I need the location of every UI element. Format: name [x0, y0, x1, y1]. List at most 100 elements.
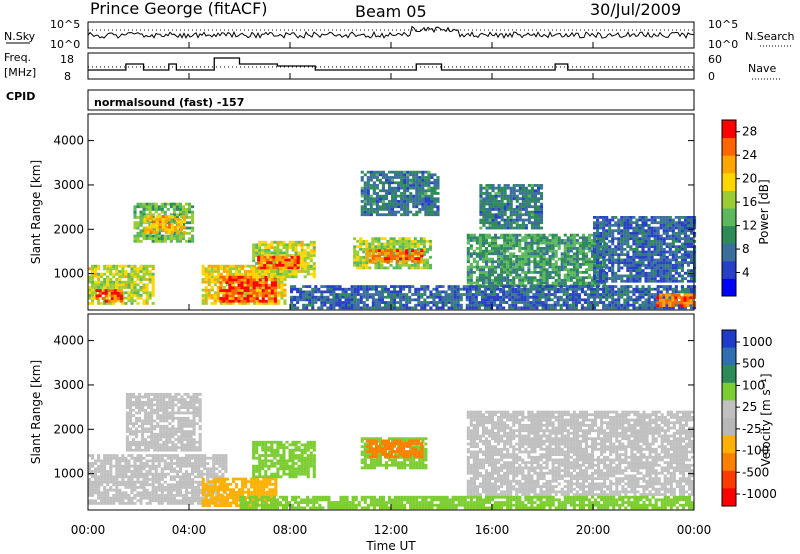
power-cell	[469, 278, 473, 282]
power-cell	[396, 249, 400, 253]
power-cell	[614, 285, 618, 288]
power-cell	[146, 228, 150, 232]
power-cell	[184, 215, 189, 219]
power-cell	[512, 192, 516, 195]
power-cell	[335, 301, 339, 304]
power-cell	[542, 249, 546, 253]
power-cell	[490, 260, 495, 264]
power-cell	[234, 289, 238, 292]
power-cell	[243, 278, 247, 282]
power-cell	[515, 194, 519, 198]
power-cell	[644, 231, 648, 235]
power-cell	[456, 301, 460, 304]
power-cell	[502, 298, 506, 302]
power-cell	[213, 296, 217, 300]
power-cell	[680, 301, 684, 305]
power-cell	[536, 244, 540, 248]
power-cell	[497, 186, 501, 190]
power-cell	[503, 249, 507, 253]
power-cell	[650, 277, 654, 280]
power-cell	[234, 291, 238, 295]
power-cell	[605, 234, 609, 238]
power-cell	[283, 299, 287, 303]
power-cell	[262, 278, 266, 281]
power-cell	[566, 249, 570, 253]
power-cell	[599, 221, 603, 225]
power-cell	[276, 254, 280, 257]
power-cell	[671, 304, 675, 308]
power-cell	[432, 293, 436, 296]
power-cell	[692, 221, 697, 225]
power-cell	[240, 297, 244, 300]
power-colorbar-swatch	[722, 155, 736, 174]
power-cell	[216, 280, 220, 284]
power-cell	[252, 246, 256, 249]
power-cell	[164, 217, 168, 221]
power-cell	[408, 287, 412, 291]
power-cell	[362, 290, 366, 294]
power-cell	[425, 261, 429, 265]
power-cell	[608, 250, 612, 254]
power-cell	[509, 252, 513, 256]
power-cell	[176, 225, 180, 229]
power-cell	[533, 189, 538, 193]
velocity-cell	[97, 491, 101, 495]
power-cell	[423, 287, 427, 291]
power-cell	[533, 226, 538, 230]
power-cell	[264, 278, 268, 282]
power-cell	[468, 285, 472, 288]
power-cell	[599, 245, 603, 249]
power-cell	[441, 306, 445, 310]
power-cell	[414, 249, 418, 253]
power-cell	[329, 301, 333, 304]
power-cell	[689, 290, 694, 294]
power-cell	[396, 293, 400, 296]
power-cell	[282, 254, 286, 257]
power-cell	[530, 241, 534, 245]
power-cell	[659, 221, 663, 225]
power-cell	[497, 205, 501, 209]
power-cell	[369, 197, 373, 201]
power-cell	[647, 290, 651, 294]
power-cell	[529, 285, 533, 288]
power-cell	[503, 213, 507, 217]
power-cell	[228, 278, 232, 282]
power-cell	[353, 255, 357, 259]
power-cell	[260, 266, 264, 270]
power-cell	[309, 272, 313, 276]
power-cell	[176, 217, 180, 221]
power-cell	[274, 302, 278, 305]
power-cell	[371, 237, 375, 241]
power-cell	[400, 213, 404, 217]
power-cell	[417, 298, 421, 302]
power-cell	[436, 178, 440, 182]
power-cell	[683, 306, 687, 310]
power-cell	[372, 197, 376, 201]
power-cell	[371, 306, 375, 310]
power-cell	[191, 215, 195, 219]
power-cell	[372, 208, 376, 211]
power-cell	[459, 306, 463, 310]
power-cell	[551, 241, 555, 245]
power-cell	[536, 265, 540, 269]
power-cell	[393, 301, 397, 304]
power-cell	[686, 269, 691, 273]
power-cell	[620, 221, 624, 225]
power-cell	[626, 245, 630, 249]
power-cell	[575, 270, 579, 274]
power-cell	[139, 294, 143, 297]
power-cell	[500, 270, 504, 274]
power-cell	[500, 257, 504, 261]
power-cell	[668, 271, 672, 275]
power-cell	[178, 202, 182, 206]
power-cell	[418, 176, 422, 179]
power-cell	[303, 275, 307, 279]
power-cell	[422, 253, 426, 257]
power-y-tick-label: 3000	[53, 178, 84, 192]
power-cell	[300, 246, 304, 249]
power-cell	[644, 303, 648, 307]
power-cell	[508, 303, 512, 307]
power-cell	[500, 186, 504, 190]
power-cell	[91, 302, 95, 305]
power-cell	[305, 285, 309, 288]
